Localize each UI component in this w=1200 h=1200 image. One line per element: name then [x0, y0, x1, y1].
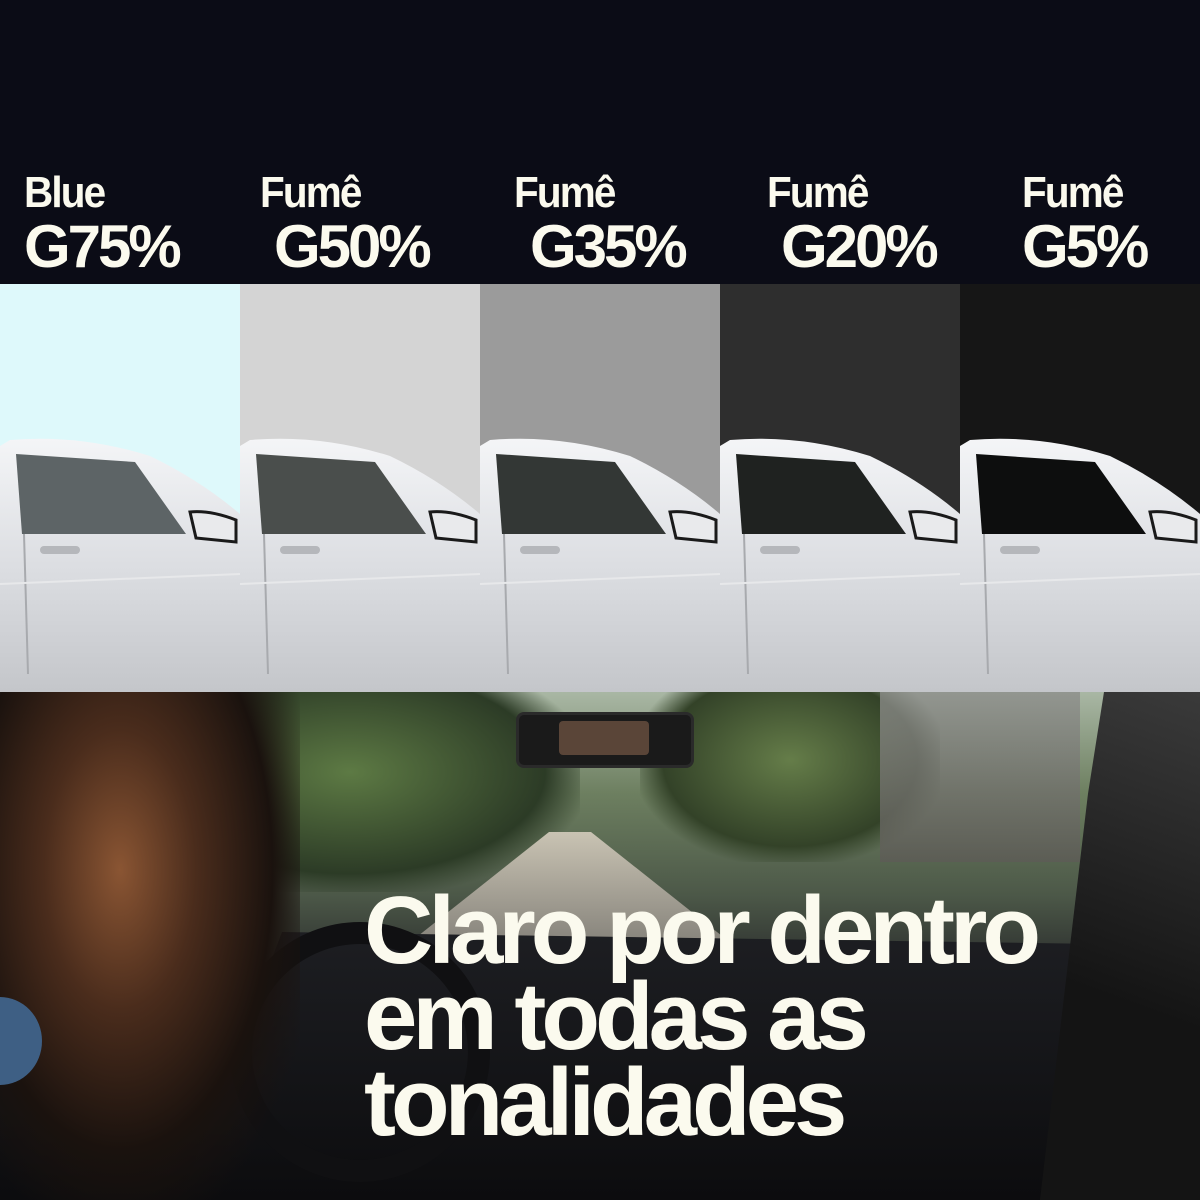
tint-swatch — [960, 284, 1200, 692]
tint-swatch — [480, 284, 720, 692]
tint-labels: Blue G75% Fumê G50% Fumê G35% Fumê G20% Fumê… — [0, 170, 1200, 280]
car-interior-photo — [0, 692, 1200, 1200]
tint-swatch — [720, 284, 960, 692]
tint-label: Fumê G50% — [260, 168, 432, 280]
tint-swatch — [240, 284, 480, 692]
tint-label: Fumê G5% — [1022, 168, 1149, 280]
headline: Claro por dentro em todas as tonalidades — [364, 877, 1041, 1156]
car-door-illustration — [960, 438, 1200, 692]
tint-label: Fumê G20% — [767, 168, 939, 280]
tint-comparison-strip — [0, 284, 1200, 692]
tint-swatch — [0, 284, 240, 692]
car-door-illustration — [480, 438, 720, 692]
car-door-illustration — [720, 438, 960, 692]
rearview-mirror — [516, 712, 694, 768]
tint-label: Blue G75% — [24, 168, 182, 280]
car-door-illustration — [240, 438, 480, 692]
car-door-illustration — [0, 438, 240, 692]
tint-label: Fumê G35% — [514, 168, 688, 280]
driver — [0, 692, 300, 1200]
